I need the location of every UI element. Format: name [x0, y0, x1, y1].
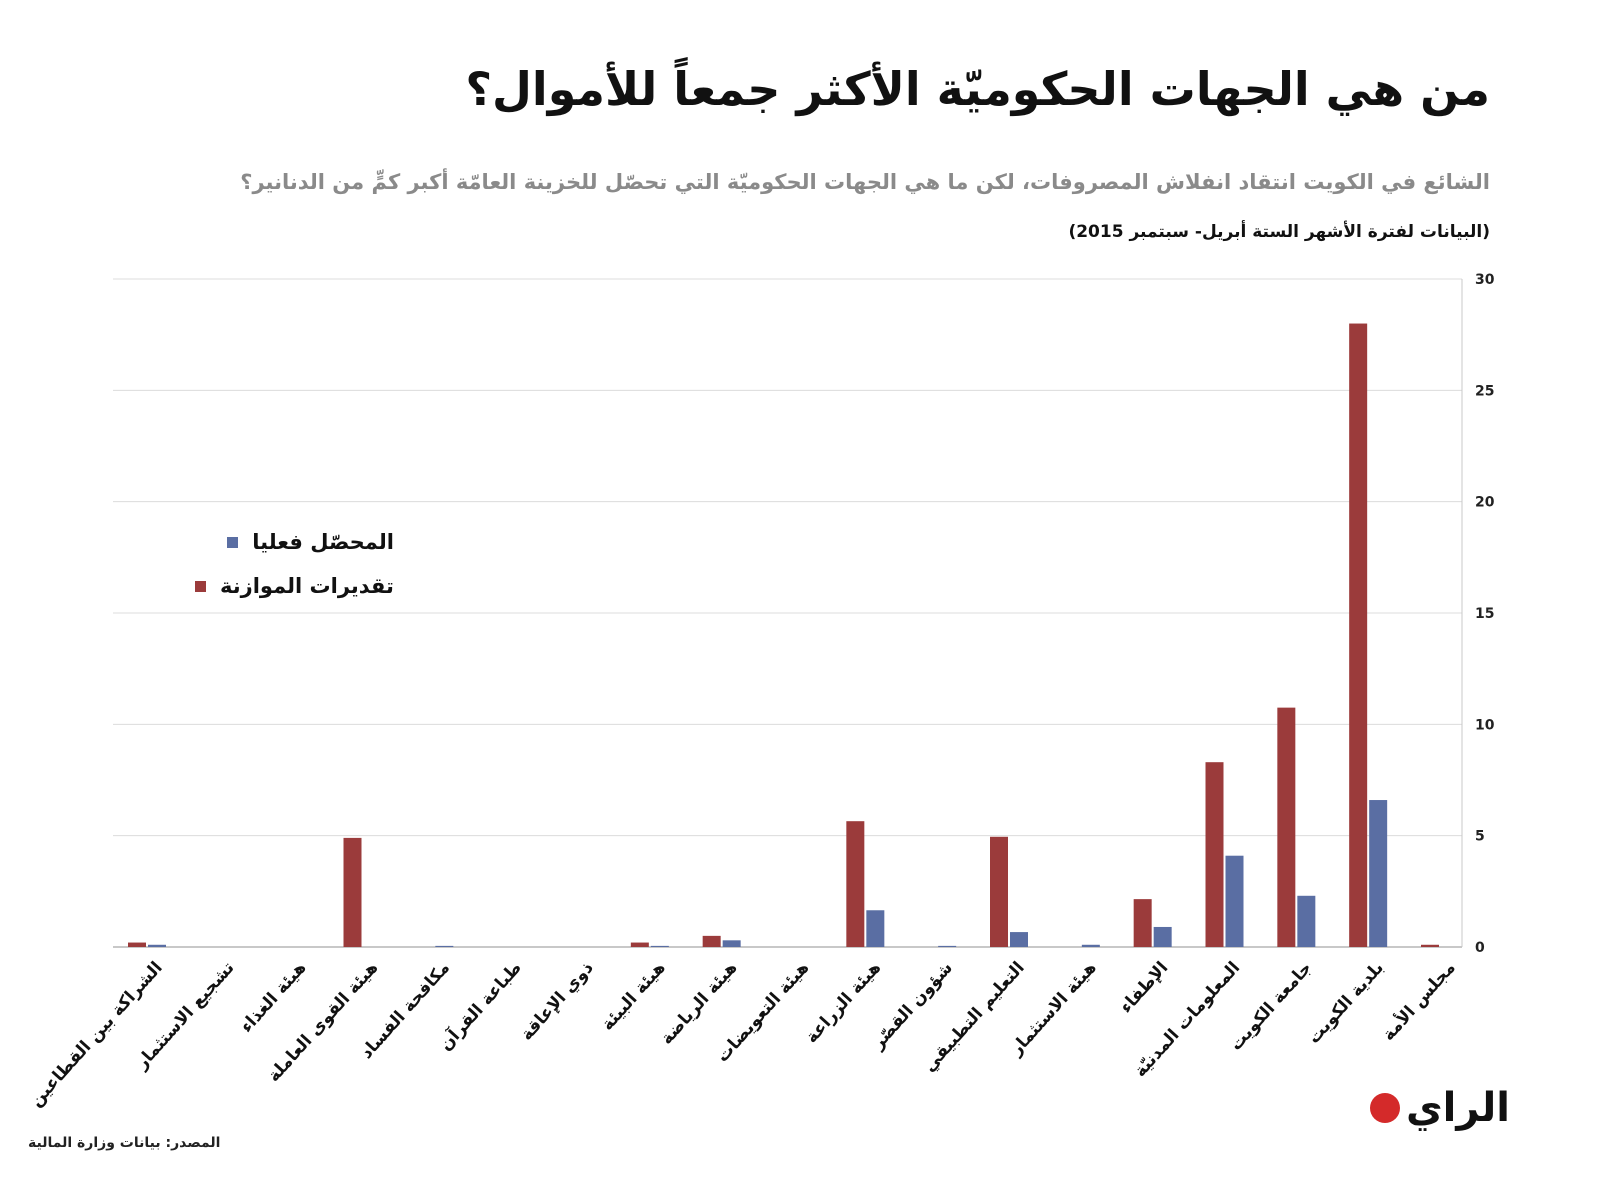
chart-title: من هي الجهات الحكوميّة الأكثر جمعاً للأم… [465, 62, 1490, 116]
y-tick-label: 10 [1475, 717, 1495, 733]
legend-swatch-budget [195, 580, 206, 592]
chart-subtitle: الشائع في الكويت انتقاد انفلاش المصروفات… [240, 170, 1490, 194]
bar-actual [435, 945, 454, 947]
bar-actual [1225, 855, 1244, 947]
bar-budget [1421, 944, 1439, 947]
legend: المحصّل فعليا تقديرات الموازنة [195, 520, 394, 608]
publisher-logo: الراي [1370, 1085, 1510, 1131]
bar-actual [1010, 932, 1028, 947]
y-tick-label: 15 [1475, 606, 1494, 622]
x-tick-label: هيئة البيئة [598, 958, 670, 1035]
bar-budget [1205, 762, 1224, 947]
bar-budget [630, 942, 649, 947]
bar-budget [846, 821, 865, 947]
y-tick-label: 0 [1475, 940, 1485, 956]
bar-actual [1297, 895, 1316, 947]
bar-budget [128, 942, 146, 947]
bar-budget [1349, 323, 1368, 947]
y-tick-label: 20 [1475, 495, 1495, 511]
bar-actual [938, 945, 957, 947]
legend-swatch-actual [227, 536, 239, 548]
legend-label-actual: المحصّل فعليا [252, 530, 394, 554]
logo-mark-icon [1370, 1093, 1400, 1123]
legend-label-budget: تقديرات الموازنة [220, 574, 394, 598]
bar-budget [1277, 707, 1296, 947]
bar-budget [702, 935, 721, 947]
x-tick-label: الإطفاء [1116, 958, 1172, 1017]
bar-actual [722, 940, 741, 947]
y-tick-label: 25 [1475, 383, 1494, 399]
legend-item-budget: تقديرات الموازنة [195, 564, 394, 608]
x-tick-label: هيئة الغذاء [237, 958, 311, 1037]
y-tick-label: 30 [1475, 272, 1495, 288]
legend-item-actual: المحصّل فعليا [195, 520, 394, 564]
bar-actual [148, 944, 166, 947]
y-tick-label: 5 [1475, 829, 1485, 845]
bar-actual [1081, 944, 1100, 947]
bar-actual [650, 945, 669, 947]
bar-budget [990, 836, 1008, 947]
x-tick-label: بلدية الكويت [1304, 958, 1388, 1048]
bar-budget [343, 837, 362, 947]
x-tick-label: مجلس الأمة [1378, 957, 1460, 1045]
bar-actual [1153, 926, 1172, 947]
chart-note: (البيانات لفترة الأشهر الستة أبريل- سبتم… [1068, 222, 1490, 242]
source-note: المصدر: بيانات وزارة المالية [28, 1135, 221, 1151]
logo-text: الراي [1406, 1085, 1510, 1131]
bar-budget [1133, 899, 1152, 947]
x-tick-label: ذوي الإعاقة [517, 958, 598, 1045]
bar-actual [1369, 800, 1388, 947]
bar-actual [866, 910, 885, 947]
x-tick-label: الشراكة بين القطاعين [26, 958, 167, 1111]
